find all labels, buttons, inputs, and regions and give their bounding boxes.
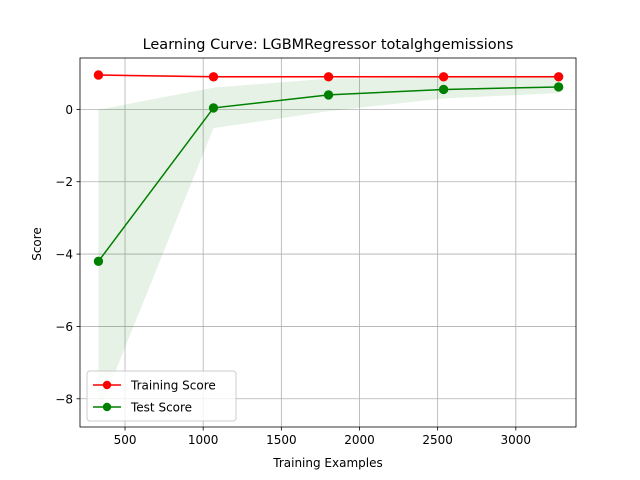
data-point: [553, 82, 564, 92]
legend-marker: [102, 380, 112, 390]
legend: Training Score Test Score: [86, 370, 237, 422]
y-tick-label: 0: [65, 103, 73, 117]
legend-label: Test Score: [130, 401, 192, 415]
x-axis-title: Training Examples: [272, 456, 382, 470]
y-tick-label: −8: [55, 392, 73, 406]
data-point: [208, 103, 219, 113]
data-point: [438, 84, 449, 95]
x-tick-label: 3000: [501, 433, 532, 447]
data-point: [323, 90, 334, 100]
data-point: [93, 70, 104, 80]
y-axis-title: Score: [30, 227, 44, 261]
clipped-series: [93, 70, 564, 414]
data-point: [323, 72, 334, 82]
y-tick-label: −6: [55, 320, 73, 334]
confidence-band: [98, 77, 559, 414]
data-point: [553, 72, 564, 82]
legend-item: Training Score: [93, 379, 216, 393]
data-point: [438, 72, 449, 82]
y-tick-label: −2: [55, 175, 73, 189]
legend-box: [86, 370, 237, 422]
data-point: [208, 72, 219, 82]
x-tick-label: 1000: [188, 433, 219, 447]
x-tick-label: 500: [114, 433, 137, 447]
y-tick-label: −4: [55, 248, 73, 262]
legend-item: Test Score: [93, 401, 192, 415]
x-tick-label: 2500: [422, 433, 453, 447]
x-tick-label: 1500: [266, 433, 297, 447]
legend-marker: [102, 402, 112, 412]
legend-label: Training Score: [130, 379, 216, 393]
axes-frame: [79, 57, 577, 428]
plot-area: 500 1000 1500 2000 2500 3000 −8 −6 −4 −2 0 Training…: [55, 57, 577, 447]
data-point: [93, 256, 104, 267]
chart-title: Learning Curve: LGBMRegressor totalghgem…: [143, 37, 514, 53]
x-tick-label: 2000: [344, 433, 375, 447]
